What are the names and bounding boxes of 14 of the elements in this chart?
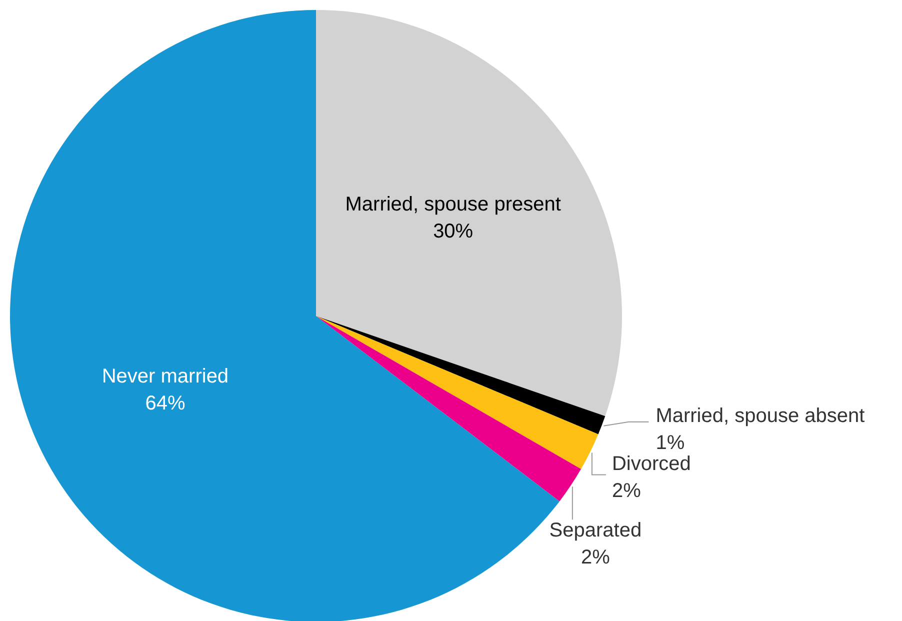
pie-slice <box>316 316 606 434</box>
slice-label: Separated <box>549 520 642 542</box>
data-label: 64% <box>145 392 186 415</box>
slice-label: Divorced <box>612 452 691 475</box>
data-label: 30% <box>433 220 474 242</box>
pie-slice <box>316 316 598 469</box>
slice-label: Married, spouse absent <box>656 404 866 427</box>
data-label: 1% <box>656 432 685 454</box>
data-label: 2% <box>580 546 610 569</box>
slice-label: Never married <box>102 366 229 388</box>
slice-label: Married, spouse present <box>345 193 562 216</box>
pie-slice <box>316 316 582 502</box>
data-label: 2% <box>612 480 642 502</box>
pie-slice <box>316 10 622 416</box>
